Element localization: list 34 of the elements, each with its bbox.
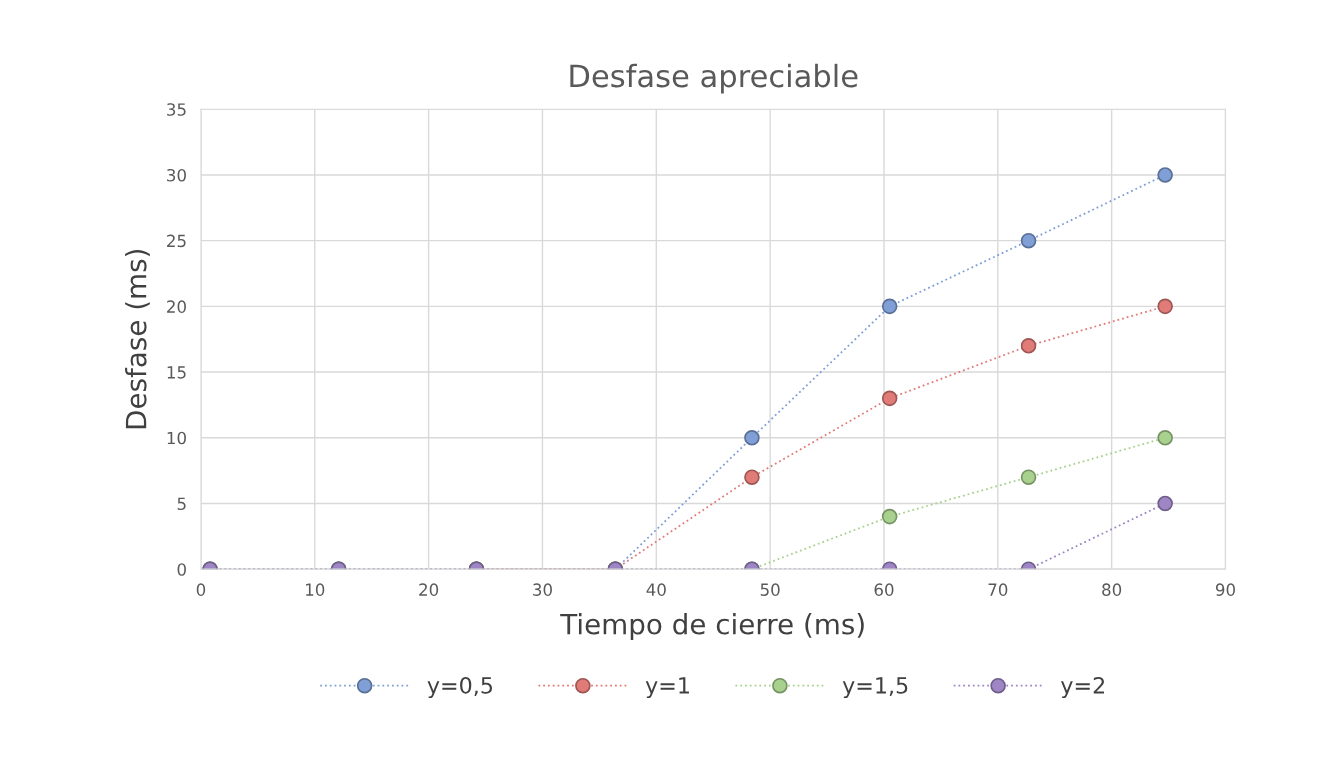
point (744, 429, 760, 446)
y-tick-label: 0 (177, 563, 186, 576)
x-axis-title: Tiempo de cierre (ms) (560, 613, 864, 640)
chart-title: Desfase apreciable (570, 63, 858, 94)
point (744, 469, 760, 485)
legend-label: y=2 (1061, 676, 1105, 699)
x-tick-label: 40 (646, 583, 666, 596)
x-tick-label: 10 (306, 583, 325, 596)
x-tick-label: 80 (1102, 583, 1122, 596)
x-tick-label: 20 (419, 583, 439, 596)
y-tick-label: 35 (167, 103, 186, 116)
point (881, 298, 898, 315)
y-tick-label: 10 (167, 431, 186, 445)
x-tick-label: 30 (533, 583, 552, 596)
x-tick-label: 50 (760, 583, 780, 596)
legend-label: y=0,5 (427, 676, 493, 699)
y-tick-label: 30 (167, 168, 186, 182)
x-tick-label: 60 (874, 583, 894, 596)
point (1020, 469, 1037, 485)
x-tick-label: 70 (988, 583, 1008, 596)
legend-label: y=1 (645, 677, 689, 699)
point (1157, 298, 1173, 315)
x-tick-label: 0 (196, 583, 206, 596)
y-tick-label: 15 (167, 366, 186, 379)
legend-label: y=1,5 (842, 677, 908, 699)
x-tick-label: 90 (1215, 583, 1235, 596)
y-tick-label: 25 (167, 234, 186, 248)
y-tick-label: 5 (177, 497, 186, 511)
y-axis-title: Desfase (ms) (125, 249, 150, 429)
point (1157, 429, 1173, 446)
point (1020, 232, 1037, 249)
y-tick-label: 20 (167, 300, 186, 313)
point (1020, 338, 1037, 354)
point (881, 390, 898, 407)
